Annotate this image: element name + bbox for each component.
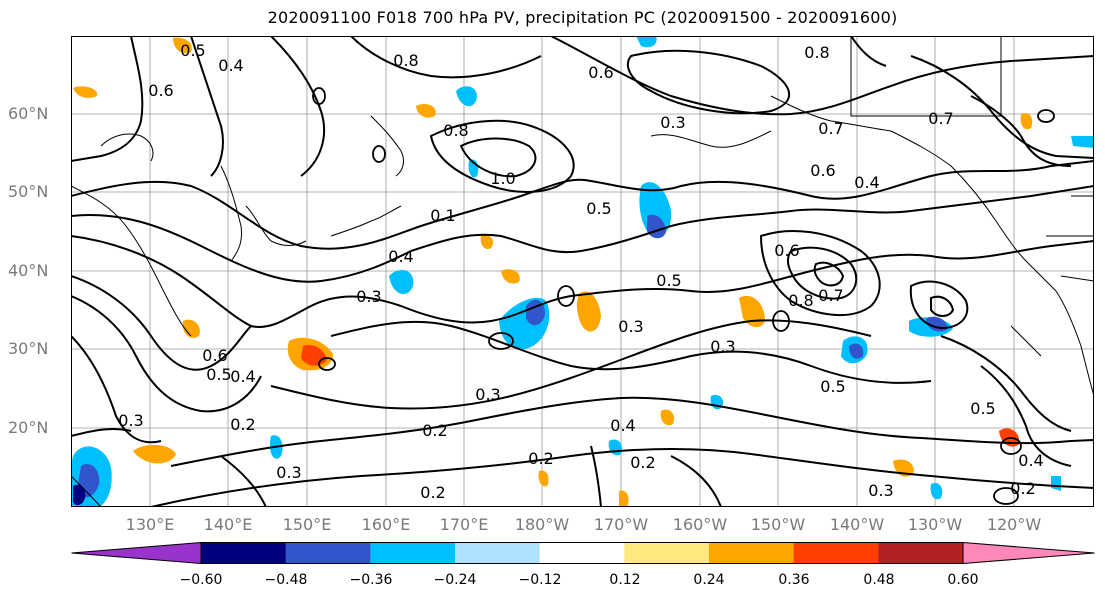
contour-label: 0.6 xyxy=(148,81,173,100)
lon-label-120w: 120°W xyxy=(986,515,1042,534)
lat-label-40n: 40°N xyxy=(8,261,49,280)
lat-label-50n: 50°N xyxy=(8,182,49,201)
contour-label: 0.8 xyxy=(804,43,829,62)
colorbar-swatch xyxy=(370,542,456,564)
contour-label: 0.4 xyxy=(230,367,255,386)
lat-label-60n: 60°N xyxy=(8,104,49,123)
contour-label: 0.5 xyxy=(586,199,611,218)
colorbar-swatch xyxy=(624,542,710,564)
colorbar-swatch xyxy=(201,542,287,564)
contour-label: 0.3 xyxy=(660,113,685,132)
colorbar-frame xyxy=(200,542,964,564)
lon-label-130e: 130°E xyxy=(125,515,175,534)
contour-label: 0.8 xyxy=(788,291,813,310)
colorbar-swatch xyxy=(539,542,625,564)
colorbar-swatch xyxy=(455,542,541,564)
contour-label: 0.6 xyxy=(810,161,835,180)
colorbar-swatch xyxy=(793,542,879,564)
contour-label: 0.3 xyxy=(868,481,893,500)
contour-label: 0.3 xyxy=(356,287,381,306)
lon-label-160e: 160°E xyxy=(361,515,411,534)
colorbar-tick-label: −0.60 xyxy=(179,572,223,588)
colorbar xyxy=(71,542,1095,564)
contour-label: 0.3 xyxy=(118,411,143,430)
contour-label: 0.5 xyxy=(970,399,995,418)
lon-label-140e: 140°E xyxy=(203,515,253,534)
lat-label-20n: 20°N xyxy=(8,418,49,437)
contour-label: 0.6 xyxy=(774,241,799,260)
colorbar-swatch xyxy=(71,542,201,564)
contour-label: 0.2 xyxy=(630,453,655,472)
contour-label: 0.2 xyxy=(230,415,255,434)
contour-label: 0.2 xyxy=(1010,479,1035,498)
colorbar-tick-label: 0.60 xyxy=(947,572,979,588)
colorbar-swatch xyxy=(878,542,964,564)
contour-label: 0.6 xyxy=(588,63,613,82)
lon-label-180w: 180°W xyxy=(514,515,570,534)
colorbar-tick-label: 0.48 xyxy=(863,572,895,588)
map-panel: 0.5 0.4 0.8 0.6 0.8 0.7 0.6 0.3 0.8 1.0 … xyxy=(71,36,1094,507)
lat-label-30n: 30°N xyxy=(8,339,49,358)
lon-label-150e: 150°E xyxy=(282,515,332,534)
contour-label: 0.5 xyxy=(820,377,845,396)
contour-label: 0.6 xyxy=(202,346,227,365)
lon-label-140w: 140°W xyxy=(829,515,885,534)
pv-small-loops xyxy=(312,87,1055,505)
lon-label-150w: 150°W xyxy=(750,515,806,534)
colorbar-swatch xyxy=(963,542,1095,564)
contour-label: 0.7 xyxy=(928,109,953,128)
colorbar-tick-label: −0.24 xyxy=(433,572,477,588)
lon-label-170w: 170°W xyxy=(593,515,649,534)
colorbar-tick-label: −0.48 xyxy=(264,572,308,588)
contour-label: 0.3 xyxy=(618,317,643,336)
contour-label: 0.5 xyxy=(656,271,681,290)
contour-label: 0.2 xyxy=(422,421,447,440)
contour-label: 0.4 xyxy=(388,247,413,266)
graticule xyxy=(71,36,1094,507)
map-background xyxy=(71,36,1094,507)
contour-label: 0.5 xyxy=(206,365,231,384)
colorbar-tick-label: 0.12 xyxy=(609,572,641,588)
contour-label: 0.3 xyxy=(276,463,301,482)
contour-label: 0.7 xyxy=(818,119,843,138)
contour-label: 0.3 xyxy=(710,337,735,356)
colorbar-swatch xyxy=(285,542,371,564)
contour-label: 1.0 xyxy=(490,169,515,188)
colorbar-tick-label: −0.36 xyxy=(349,572,393,588)
contour-label: 0.8 xyxy=(443,121,468,140)
contour-label: 0.1 xyxy=(430,206,455,225)
contour-label: 0.3 xyxy=(475,385,500,404)
contour-label: 0.5 xyxy=(180,41,205,60)
contour-label: 0.4 xyxy=(218,56,243,75)
contour-label: 0.7 xyxy=(818,286,843,305)
lon-label-130w: 130°W xyxy=(907,515,963,534)
contour-label: 0.4 xyxy=(854,173,879,192)
lon-label-160w: 160°W xyxy=(672,515,728,534)
lon-label-170e: 170°E xyxy=(439,515,489,534)
contour-label: 0.4 xyxy=(1018,451,1043,470)
colorbar-tick-label: −0.12 xyxy=(518,572,562,588)
contour-label: 0.4 xyxy=(610,416,635,435)
contour-labels: 0.5 0.4 0.8 0.6 0.8 0.7 0.6 0.3 0.8 1.0 … xyxy=(118,41,1043,502)
map-frame xyxy=(71,36,1094,507)
colorbar-tick-label: 0.36 xyxy=(778,572,810,588)
figure-title: 2020091100 F018 700 hPa PV, precipitatio… xyxy=(267,8,898,27)
contour-label: 0.2 xyxy=(420,483,445,502)
colorbar-tick-label: 0.24 xyxy=(693,572,725,588)
contour-label: 0.2 xyxy=(528,449,553,468)
colorbar-swatch xyxy=(709,542,795,564)
contour-label: 0.8 xyxy=(393,51,418,70)
pv-contours xyxy=(71,36,1094,507)
